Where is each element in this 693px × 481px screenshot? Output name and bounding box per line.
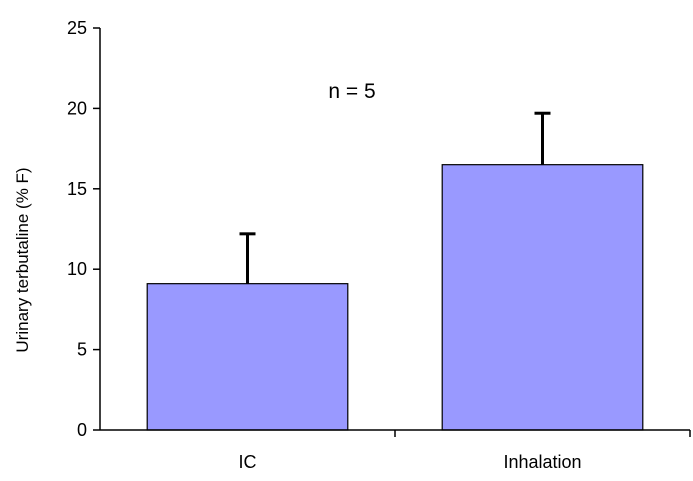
y-tick-label: 25 [67,18,87,38]
bar-inhalation [441,164,644,431]
bar-ic [146,283,349,431]
x-tick-label: Inhalation [503,452,581,472]
y-tick-label: 5 [77,340,87,360]
error-bars-layer [239,111,551,284]
y-tick-label: 10 [67,259,87,279]
sample-size-annotation: n = 5 [328,80,375,103]
y-tick-label: 15 [67,179,87,199]
y-tick-label: 20 [67,98,87,118]
bars-layer [146,164,644,431]
y-axis-label: Urinary terbutaline (% F) [13,167,32,352]
x-axis-ticks: IC Inhalation [239,430,691,472]
x-tick-label: IC [239,452,257,472]
y-tick-label: 0 [77,420,87,440]
y-axis-ticks: 0 5 10 15 20 25 [67,18,100,440]
